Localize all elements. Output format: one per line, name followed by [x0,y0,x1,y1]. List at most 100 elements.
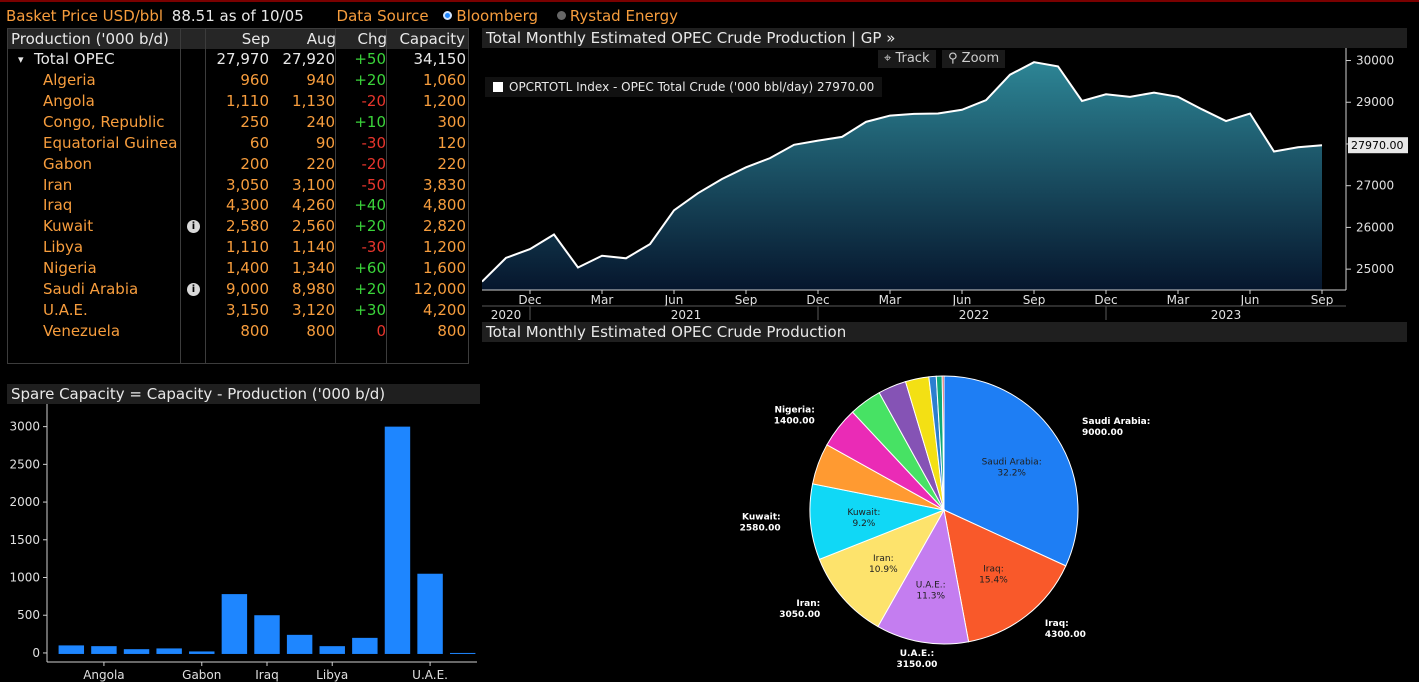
row-sep: 1,400 [226,259,269,278]
row-chg: 0 [376,321,386,340]
y-tick-label: 2000 [9,495,40,509]
row-name: Libya [43,238,84,257]
series-legend: OPCRTOTL Index - OPEC Total Crude ('000 … [485,77,883,97]
x-tick-label: Angola [83,668,124,682]
source-bloomberg-label: Bloomberg [456,7,539,25]
row-sep: 2,580 [226,217,269,236]
info-icon[interactable]: i [187,220,200,234]
x-tick-label: Sep [1311,293,1334,307]
row-name: U.A.E. [43,300,88,319]
bar-congo-republic [123,649,150,654]
track-button[interactable]: ⌖ Track [878,50,936,68]
row-aug: 240 [306,112,335,131]
bar-angola [91,646,117,654]
timeseries-title[interactable]: Total Monthly Estimated OPEC Crude Produ… [482,28,1407,48]
row-chg: -50 [361,175,387,194]
table-row[interactable]: Iraq 4,300 4,260 +40 4,800 [8,195,468,216]
row-name: Iran [43,175,73,194]
row-aug: 220 [306,154,335,173]
source-radio-rystad[interactable]: Rystad Energy [551,7,682,25]
table-row[interactable]: U.A.E. 3,150 3,120 +30 4,200 [8,300,468,321]
y-tick-label: 1000 [9,571,40,585]
basket-price-label: Basket Price USD/bbl [6,7,164,25]
data-source-label: Data Source [336,7,429,25]
table-row[interactable]: Venezuela 800 800 0 800 [8,321,468,342]
table-row[interactable]: Libya 1,110 1,140 -30 1,200 [8,237,468,258]
bar-saudi-arabia [384,426,411,654]
col-header-sep[interactable]: Sep [206,29,270,49]
row-aug: 3,120 [292,300,335,319]
row-aug: 800 [306,321,335,340]
y-tick-label: 30000 [1356,54,1394,68]
collapse-arrow-icon[interactable]: ▾ [18,53,24,66]
col-divider [335,29,336,363]
table-row[interactable]: Congo, Republic 250 240 +10 300 [8,112,468,133]
series-line [482,61,1323,283]
row-capacity: 1,200 [423,91,466,110]
row-capacity: 1,200 [423,238,466,257]
row-name: Total OPEC [34,50,115,68]
slice-outer-label: Nigeria: [774,405,814,415]
zoom-button[interactable]: ⚲ Zoom [942,50,1006,68]
x-tick-label: Sep [735,293,758,307]
legend-swatch [493,82,503,92]
row-aug: 90 [315,133,335,152]
bar-venezuela [449,652,476,654]
source-radio-bloomberg[interactable]: Bloomberg [437,7,542,25]
zoom-label: Zoom [961,51,1000,66]
table-row[interactable]: Saudi Arabia 9,000 8,980 +20 12,000 i [8,279,468,300]
x-tick-label: U.A.E. [412,668,448,682]
year-label: 2023 [1211,308,1242,322]
col-header-production[interactable]: Production ('000 b/d) [8,29,183,49]
table-row[interactable]: Kuwait 2,580 2,560 +20 2,820 i [8,216,468,237]
crosshair-icon: ⌖ [884,51,892,66]
row-sep: 1,110 [226,238,269,257]
slice-outer-value: 9000.00 [1082,428,1123,438]
row-aug: 3,100 [292,175,335,194]
basket-price-value: 88.51 as of 10/05 [171,7,304,25]
row-sep: 4,300 [226,196,269,215]
bar-gabon [189,651,215,654]
pie-slice-equatorial-guinea [941,375,945,511]
pie-slice-u-a-e- [877,508,970,645]
row-chg: +10 [354,112,386,131]
slice-outer-value: 1400.00 [774,416,815,426]
x-tick-label: Mar [1167,293,1190,307]
area-fill [482,62,1322,291]
row-sep: 1,110 [226,91,269,110]
row-aug: 940 [306,71,335,89]
y-tick-label: 0 [32,646,40,660]
row-name: Nigeria [43,259,97,278]
row-chg: +40 [354,196,386,215]
bar-algeria [58,645,85,654]
slice-outer-label: Iraq: [1045,619,1069,629]
col-header-aug[interactable]: Aug [270,29,336,49]
source-rystad-label: Rystad Energy [569,7,678,25]
table-row-total[interactable]: ▾ Total OPEC 27,970 27,920 +50 34,150 [8,49,468,70]
pie-slice-iraq [943,509,1067,643]
year-label: 2020 [491,308,522,322]
col-header-chg[interactable]: Chg [336,29,387,49]
table-row[interactable]: Nigeria 1,400 1,340 +60 1,600 [8,258,468,279]
header-bar: Basket Price USD/bbl 88.51 as of 10/05 D… [6,7,686,25]
info-icon[interactable]: i [187,283,200,296]
table-row[interactable]: Equatorial Guinea 60 90 -30 120 [8,133,468,154]
table-row[interactable]: Algeria 960 940 +20 1,060 [8,70,468,91]
slice-outer-value: 3150.00 [896,660,937,670]
table-row[interactable]: Gabon 200 220 -20 220 [8,154,468,175]
col-header-capacity[interactable]: Capacity [387,29,468,49]
row-chg: +60 [354,259,386,278]
legend-text: OPCRTOTL Index - OPEC Total Crude ('000 … [509,80,875,94]
row-name: Saudi Arabia [43,280,139,298]
slice-inner-pct: 9.2% [852,519,875,529]
slice-inner-label: Iran: [873,554,894,564]
row-capacity: 800 [437,321,466,340]
table-row[interactable]: Iran 3,050 3,100 -50 3,830 [8,175,468,196]
row-capacity: 3,830 [423,175,466,194]
row-sep: 200 [240,154,269,173]
row-sep: 250 [240,112,269,131]
opec-production-area-chart: 25000260002700028000290003000027970.00De… [482,48,1408,322]
pie-slice-iran [818,509,946,628]
y-tick-label: 29000 [1356,95,1394,109]
table-row[interactable]: Angola 1,110 1,130 -20 1,200 [8,91,468,112]
